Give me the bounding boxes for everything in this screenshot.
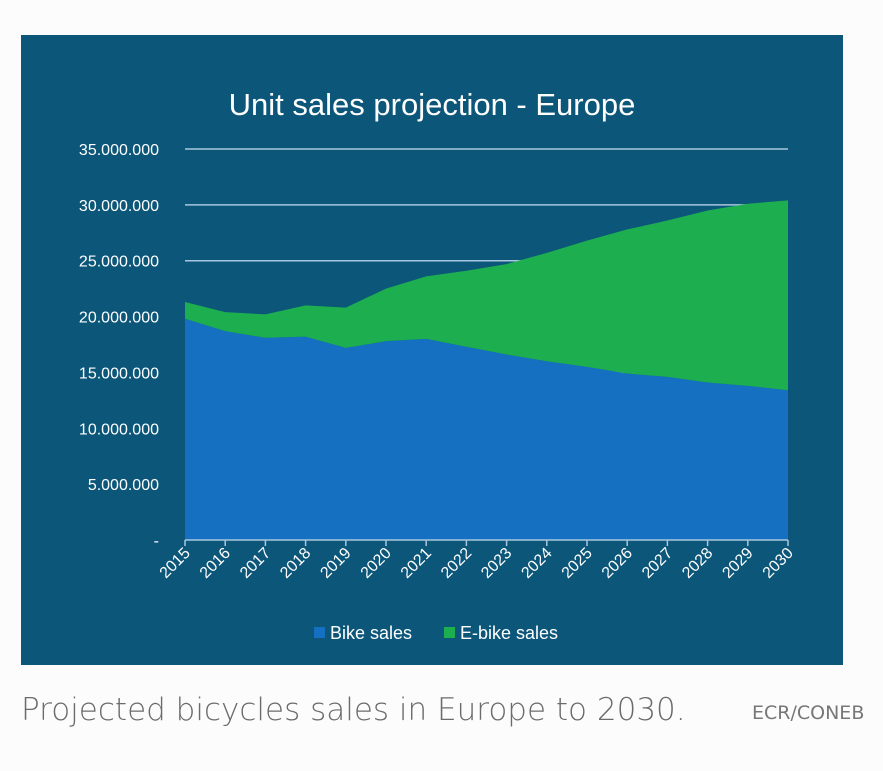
y-tick-label: 35.000.000 bbox=[79, 142, 159, 159]
legend-swatch bbox=[444, 627, 455, 638]
legend-swatch bbox=[314, 627, 325, 638]
y-tick-label: 15.000.000 bbox=[79, 365, 159, 382]
x-tick-label: 2023 bbox=[478, 545, 515, 582]
x-tick-label: 2021 bbox=[398, 545, 435, 582]
x-tick-label: 2025 bbox=[559, 545, 596, 582]
x-tick-label: 2017 bbox=[237, 545, 274, 582]
x-tick-label: 2022 bbox=[438, 545, 475, 582]
x-tick-label: 2024 bbox=[518, 545, 555, 582]
y-tick-label: 5.000.000 bbox=[88, 477, 159, 494]
x-tick-label: 2028 bbox=[679, 545, 716, 582]
y-tick-label: - bbox=[154, 533, 159, 550]
y-tick-label: 20.000.000 bbox=[79, 310, 159, 327]
area-series-bike-sales bbox=[185, 318, 788, 540]
figure-caption: Projected bicycles sales in Europe to 20… bbox=[21, 692, 686, 728]
x-tick-label: 2015 bbox=[157, 545, 194, 582]
chart-title: Unit sales projection - Europe bbox=[229, 87, 636, 122]
x-tick-label: 2019 bbox=[317, 545, 354, 582]
y-tick-label: 25.000.000 bbox=[79, 254, 159, 271]
x-tick-label: 2030 bbox=[760, 545, 797, 582]
x-tick-label: 2026 bbox=[599, 545, 636, 582]
area-chart: Unit sales projection - Europe - 5.000.000… bbox=[79, 87, 797, 643]
x-tick-label: 2027 bbox=[639, 545, 676, 582]
y-tick-label: 30.000.000 bbox=[79, 198, 159, 215]
x-tick-label: 2016 bbox=[197, 545, 234, 582]
x-tick-label: 2020 bbox=[358, 545, 395, 582]
image-credit: ECR/CONEB bbox=[752, 702, 865, 724]
legend-label: E-bike sales bbox=[460, 623, 558, 643]
area-series-e-bike-sales bbox=[185, 200, 788, 391]
chart-panel: Unit sales projection - Europe - 5.000.000… bbox=[21, 35, 843, 665]
x-tick-label: 2018 bbox=[277, 545, 314, 582]
y-tick-label: 10.000.000 bbox=[79, 421, 159, 438]
x-tick-label: 2029 bbox=[719, 545, 756, 582]
legend-label: Bike sales bbox=[330, 623, 412, 643]
